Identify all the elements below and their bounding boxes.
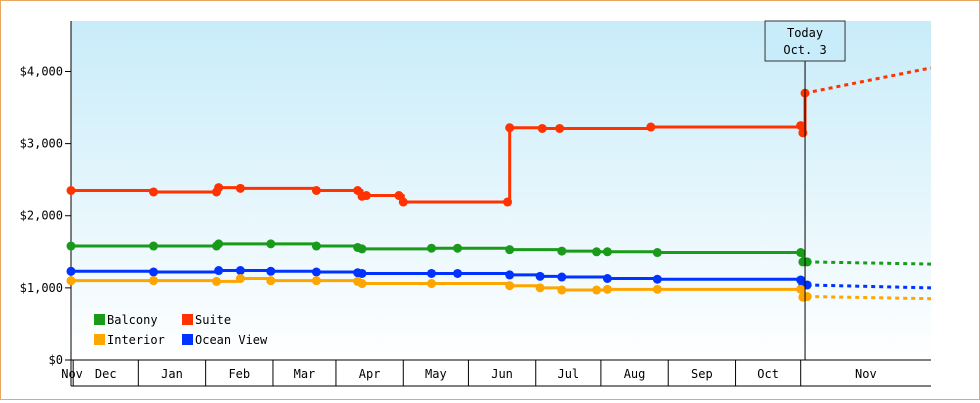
data-point-ocean-view: [266, 266, 276, 276]
data-point-ocean-view: [149, 267, 159, 277]
data-point-interior: [311, 276, 321, 286]
legend-label: Ocean View: [195, 333, 268, 347]
data-point-suite: [149, 187, 159, 197]
data-point-suite: [537, 123, 547, 133]
data-point-ocean-view: [557, 272, 567, 282]
today-label: Today: [787, 26, 823, 40]
data-point-interior: [557, 285, 567, 295]
data-point-ocean-view: [311, 267, 321, 277]
y-tick-label: $3,000: [20, 137, 63, 151]
data-point-suite: [798, 128, 808, 138]
data-point-balcony: [427, 243, 437, 253]
data-point-suite: [796, 121, 806, 131]
legend-label: Balcony: [107, 313, 158, 327]
data-point-balcony: [214, 239, 224, 249]
x-tick-label: Nov: [61, 367, 83, 381]
data-point-balcony: [453, 243, 463, 253]
data-point-suite: [503, 197, 513, 207]
data-point-balcony: [505, 245, 515, 255]
data-point-ocean-view: [427, 268, 437, 278]
data-point-balcony: [796, 248, 806, 258]
legend-label: Suite: [195, 313, 231, 327]
x-tick-label: Apr: [359, 367, 381, 381]
data-point-suite: [235, 183, 245, 193]
data-point-interior: [212, 276, 222, 286]
y-tick-label: $2,000: [20, 209, 63, 223]
data-point-ocean-view: [357, 268, 367, 278]
data-point-suite: [361, 191, 371, 201]
data-point-ocean-view: [535, 271, 545, 281]
data-point-balcony: [802, 257, 812, 267]
data-point-suite: [394, 191, 404, 201]
data-point-interior: [266, 276, 276, 286]
data-point-ocean-view: [214, 266, 224, 276]
x-tick-label: Nov: [855, 367, 877, 381]
data-point-interior: [535, 283, 545, 293]
x-tick-label: Aug: [624, 367, 646, 381]
y-tick-label: $1,000: [20, 281, 63, 295]
x-tick-label: Oct: [757, 367, 779, 381]
data-point-balcony: [266, 239, 276, 249]
data-point-ocean-view: [505, 270, 515, 280]
data-point-ocean-view: [453, 268, 463, 278]
data-point-suite: [555, 123, 565, 133]
data-point-interior: [357, 279, 367, 289]
data-point-suite: [214, 183, 224, 193]
data-point-interior: [796, 284, 806, 294]
x-tick-label: May: [425, 367, 447, 381]
data-point-balcony: [602, 247, 612, 257]
data-point-ocean-view: [652, 274, 662, 284]
data-point-suite: [646, 122, 656, 132]
data-point-interior: [149, 276, 159, 286]
data-point-balcony: [149, 241, 159, 251]
data-point-balcony: [652, 248, 662, 258]
data-point-interior: [802, 292, 812, 302]
data-point-interior: [652, 284, 662, 294]
y-tick-label: $4,000: [20, 64, 63, 78]
legend-swatch: [94, 334, 105, 345]
legend-swatch: [182, 314, 193, 325]
data-point-suite: [66, 186, 76, 195]
data-point-balcony: [311, 241, 321, 251]
today-date-label: Oct. 3: [783, 43, 826, 57]
x-tick-label: Jul: [557, 367, 579, 381]
data-point-ocean-view: [66, 266, 76, 276]
data-point-balcony: [66, 241, 76, 251]
data-point-interior: [427, 279, 437, 289]
data-point-balcony: [357, 244, 367, 254]
x-tick-label: Jan: [161, 367, 183, 381]
data-point-balcony: [592, 247, 602, 257]
x-tick-label: Jun: [491, 367, 513, 381]
x-tick-label: Mar: [294, 367, 316, 381]
x-tick-label: Feb: [228, 367, 250, 381]
legend-swatch: [94, 314, 105, 325]
data-point-suite: [505, 123, 515, 133]
data-point-interior: [505, 281, 515, 291]
x-tick-label: Sep: [691, 367, 713, 381]
today-label-box: [764, 20, 846, 62]
data-point-interior: [235, 273, 245, 283]
data-point-ocean-view: [602, 273, 612, 283]
legend-swatch: [182, 334, 193, 345]
projection-line-suite: [804, 66, 932, 95]
data-point-suite: [398, 197, 408, 207]
data-point-ocean-view: [235, 266, 245, 276]
data-point-balcony: [557, 246, 567, 256]
x-tick-label: Dec: [95, 367, 117, 381]
legend-label: Interior: [107, 333, 165, 347]
data-point-interior: [592, 285, 602, 295]
y-tick-label: $0: [49, 353, 63, 367]
data-point-interior: [66, 276, 76, 286]
data-point-suite: [311, 186, 321, 195]
data-point-interior: [602, 284, 612, 294]
